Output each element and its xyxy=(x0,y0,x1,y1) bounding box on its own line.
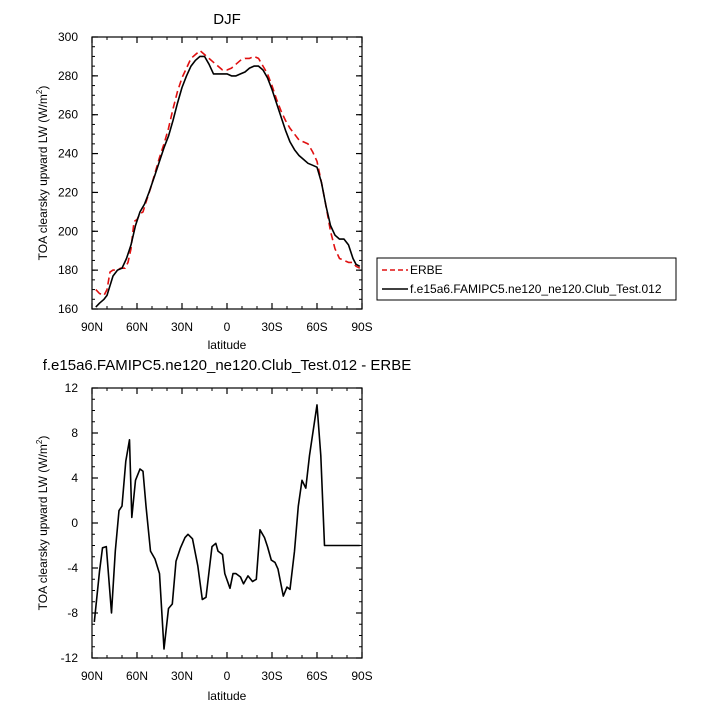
bottom-x-tick-label: 30S xyxy=(261,669,282,683)
top-x-tick-label: 30N xyxy=(171,320,193,334)
top-series-line-0 xyxy=(95,49,361,297)
bottom-x-tick-label: 30N xyxy=(171,669,193,683)
top-x-tick-label: 60S xyxy=(306,320,327,334)
bottom-panel: f.e15a6.FAMIPC5.ne120_ne120.Club_Test.01… xyxy=(35,357,411,703)
top-series xyxy=(95,49,361,308)
bottom-y-tick-label: 4 xyxy=(71,471,78,485)
top-x-tick-label: 60N xyxy=(126,320,148,334)
top-y-ticks: 160 180 200 220 240 260 280 300 xyxy=(58,30,362,316)
top-y-tick-label: 300 xyxy=(58,30,78,44)
top-y-tick-label: 280 xyxy=(58,69,78,83)
bottom-series-line-0 xyxy=(93,404,360,650)
bottom-chart-title: f.e15a6.FAMIPC5.ne120_ne120.Club_Test.01… xyxy=(43,357,412,374)
bottom-x-tick-label: 60N xyxy=(126,669,148,683)
bottom-y-tick-label: 12 xyxy=(65,381,79,395)
bottom-y-tick-label: 0 xyxy=(71,516,78,530)
bottom-y-axis-label: TOA clearsky upward LW (W/m2) xyxy=(35,436,50,611)
bottom-x-ticks: 90N 60N 30N 0 30S 60S 90S xyxy=(81,388,373,683)
legend-model-label: f.e15a6.FAMIPC5.ne120_ne120.Club_Test.01… xyxy=(410,282,662,296)
bottom-x-axis-label: latitude xyxy=(208,689,247,703)
bottom-y-tick-label: -4 xyxy=(67,561,78,575)
top-x-tick-label: 90N xyxy=(81,320,103,334)
bottom-x-tick-label: 0 xyxy=(224,669,231,683)
top-y-tick-label: 160 xyxy=(58,302,78,316)
legend-erbe-label: ERBE xyxy=(410,263,443,277)
top-y-tick-label: 220 xyxy=(58,185,78,199)
bottom-y-tick-label: -12 xyxy=(61,651,79,665)
bottom-y-ticks: -12 -8 -4 0 4 8 12 xyxy=(61,381,362,665)
bottom-x-tick-label: 90S xyxy=(351,669,372,683)
top-x-tick-label: 0 xyxy=(224,320,231,334)
top-y-tick-label: 200 xyxy=(58,224,78,238)
top-plot-frame xyxy=(91,36,363,310)
top-chart-title: DJF xyxy=(213,11,241,28)
top-x-tick-label: 90S xyxy=(351,320,372,334)
top-x-axis-label: latitude xyxy=(208,338,247,352)
bottom-x-tick-label: 90N xyxy=(81,669,103,683)
top-x-ticks: 90N 60N 30N 0 30S 60S 90S xyxy=(81,37,373,334)
bottom-y-tick-label: 8 xyxy=(71,426,78,440)
bottom-y-tick-label: -8 xyxy=(67,606,78,620)
bottom-series xyxy=(93,404,360,650)
top-series-line-1 xyxy=(95,55,361,308)
bottom-plot-frame xyxy=(91,387,363,659)
top-y-tick-label: 240 xyxy=(58,147,78,161)
top-y-tick-label: 180 xyxy=(58,263,78,277)
bottom-x-tick-label: 60S xyxy=(306,669,327,683)
top-panel: DJF 160 180 200 220 240 260 280 300 90N 60N 30N 0 3… xyxy=(35,11,373,352)
top-x-tick-label: 30S xyxy=(261,320,282,334)
top-y-tick-label: 260 xyxy=(58,108,78,122)
legend: ERBE f.e15a6.FAMIPC5.ne120_ne120.Club_Te… xyxy=(376,257,677,301)
legend-box xyxy=(376,257,677,301)
top-y-axis-label: TOA clearsky upward LW (W/m2) xyxy=(35,86,50,261)
